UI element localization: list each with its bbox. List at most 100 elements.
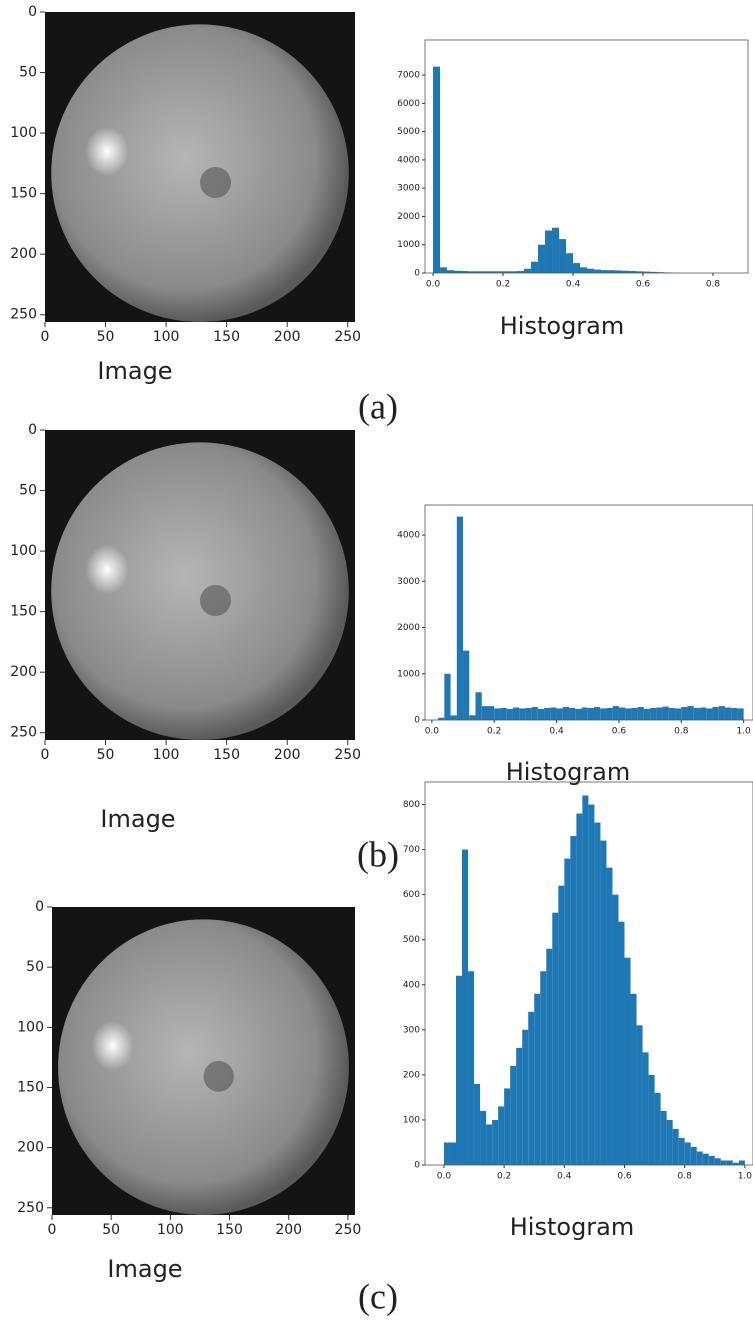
y-tick-label: 100 [17,1019,44,1035]
bar [606,868,612,1165]
y-tick-label: 2000 [397,212,420,222]
bar [625,708,631,720]
bar [444,674,450,720]
panel-label: (c) [358,1276,398,1316]
x-tick-label: 0.4 [566,280,581,290]
macula [204,1061,234,1092]
bar [504,1088,510,1165]
y-tick-label: 3000 [397,184,420,194]
x-tick-label: 150 [213,747,240,763]
optic-disc [91,1021,133,1070]
y-tick-label: 250 [10,725,37,741]
bar [468,971,474,1165]
bar [608,270,615,273]
histogram-bars [438,517,744,720]
bar [457,517,463,720]
bar [612,895,618,1165]
bar [669,708,675,720]
bar [447,270,454,273]
y-tick-label: 0 [414,269,420,279]
bar [703,1154,709,1165]
bar [510,1066,516,1165]
y-tick-label: 50 [26,959,44,975]
y-tick-label: 4000 [397,531,420,541]
bar [649,1075,655,1165]
bar [534,994,540,1165]
bar [681,707,687,720]
bar [618,922,624,1165]
bar [731,708,737,720]
x-axis-label: Histogram [510,1213,635,1241]
bar [550,708,556,720]
bar [538,709,544,720]
y-tick-label: 1000 [397,240,420,250]
plot-frame [425,505,753,720]
y-tick-label: 150 [10,604,37,620]
x-tick-label: 100 [153,329,180,345]
y-tick-label: 4000 [397,155,420,165]
bar [601,270,608,273]
bar [500,708,506,720]
x-tick-label: 0.6 [617,1172,632,1182]
bar [558,886,564,1165]
y-tick-label: 0 [28,422,37,438]
bar [519,708,525,720]
bar [559,239,566,273]
bar [588,805,594,1165]
macula [200,167,231,198]
y-tick-label: 50 [19,65,37,81]
bar [709,1156,715,1165]
bar [679,1138,685,1165]
y-tick-label: 200 [17,1140,44,1156]
bar [712,707,718,720]
panel-label: (b) [357,834,399,874]
y-tick-label: 150 [17,1079,44,1095]
bar [606,708,612,720]
y-tick-label: 3000 [397,577,420,587]
bar [469,715,475,720]
bar [462,850,468,1165]
bar [498,1106,504,1165]
x-tick-label: 0.8 [674,727,689,737]
bar [456,976,462,1165]
bar [725,708,731,720]
y-tick-label: 400 [403,980,420,990]
bar [544,708,550,720]
bar [573,263,580,273]
bar [474,1084,480,1165]
bar [631,994,637,1165]
x-tick-label: 250 [335,1222,362,1238]
bar [691,1147,697,1165]
y-tick-label: 100 [403,1115,420,1125]
bar [546,949,552,1165]
x-tick-label: 100 [157,1222,184,1238]
y-tick-label: 300 [403,1025,420,1035]
bar [650,708,656,720]
y-tick-label: 150 [10,186,37,202]
bar [619,708,625,720]
x-tick-label: 200 [274,747,301,763]
bar [637,1025,643,1165]
bar [440,267,447,273]
bar [661,1111,667,1165]
bar [588,708,594,720]
y-tick-label: 2000 [397,623,420,633]
bar [697,1151,703,1165]
bar [694,708,700,720]
bar [625,958,631,1165]
bar [564,859,570,1165]
y-tick-label: 50 [19,483,37,499]
y-tick-label: 0 [414,1161,420,1171]
x-tick-label: 0.2 [496,280,510,290]
bar [563,707,569,720]
x-tick-label: 200 [274,329,301,345]
x-axis-label: Image [100,805,175,833]
y-tick-label: 800 [403,800,420,810]
bar [582,708,588,720]
bar [513,708,519,720]
bar [538,245,545,273]
bar [667,1120,673,1165]
x-tick-label: 100 [153,747,180,763]
x-tick-label: 0 [48,1222,57,1238]
bar [433,67,440,273]
